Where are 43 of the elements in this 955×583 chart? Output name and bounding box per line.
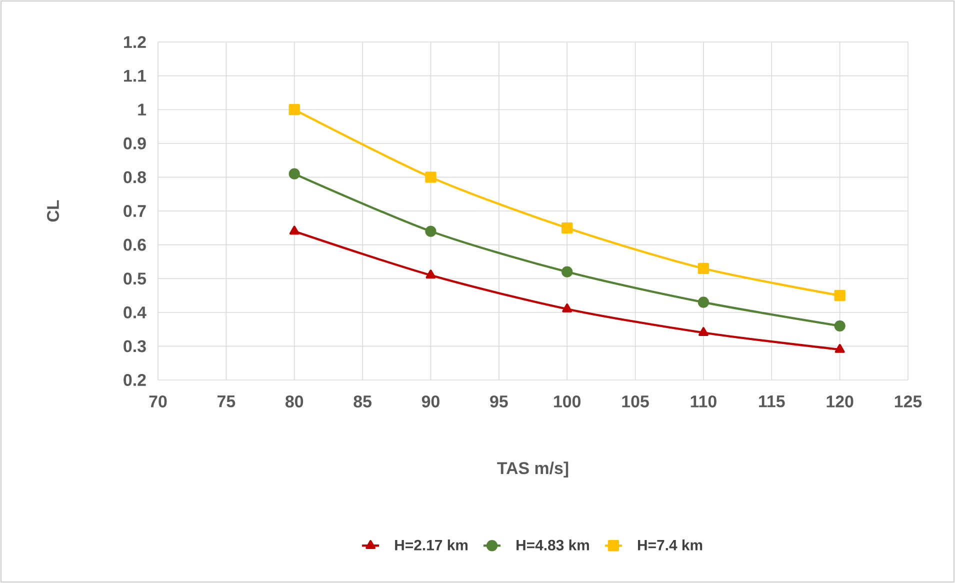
point [562, 222, 573, 234]
x-tick-label: 110 [690, 395, 716, 408]
legend-label: H=4.83 km [516, 539, 589, 550]
point [834, 320, 846, 332]
point [834, 344, 845, 353]
y-tick-label: 0.6 [124, 238, 146, 251]
y-tick-label: 1.2 [124, 36, 146, 48]
x-axis-title: TAS m/s] [497, 462, 568, 478]
point [698, 296, 710, 308]
x-tick-label: 115 [759, 395, 785, 408]
x-tick-label: 105 [622, 395, 649, 408]
x-tick-label: 85 [354, 395, 372, 408]
point [562, 266, 573, 278]
point [698, 327, 708, 336]
y-tick-label: 0.3 [124, 340, 146, 352]
point [425, 226, 436, 237]
point [288, 168, 300, 180]
point [425, 172, 436, 183]
y-tick-label: 0.9 [124, 137, 146, 150]
x-tick-label: 75 [217, 395, 236, 408]
x-tick-label: 70 [149, 395, 167, 408]
point [698, 262, 710, 274]
x-tick-label: 95 [490, 395, 508, 408]
y-tick-label: 0.8 [124, 171, 146, 184]
y-tick-label: 0.4 [124, 306, 146, 318]
point [562, 303, 572, 312]
y-tick-label: 0.5 [124, 272, 146, 285]
y-tick-label: 0.2 [124, 374, 146, 386]
x-tick-label: 80 [285, 395, 304, 408]
point [426, 270, 436, 279]
point [289, 226, 300, 235]
y-tick-label: 0.7 [124, 205, 146, 217]
x-tick-label: 100 [554, 395, 581, 408]
point [288, 104, 300, 116]
y-tick-label: 1.1 [124, 70, 146, 82]
x-tick-label: 120 [826, 395, 854, 408]
legend-label: H=2.17 km [395, 539, 468, 550]
y-tick-label: 1 [138, 104, 146, 116]
x-tick-label: 90 [422, 395, 440, 408]
legend-label: H=7.4 km [638, 539, 702, 550]
point [834, 290, 846, 302]
x-tick-label: 125 [894, 395, 922, 408]
y-axis-title: CL [47, 200, 59, 222]
